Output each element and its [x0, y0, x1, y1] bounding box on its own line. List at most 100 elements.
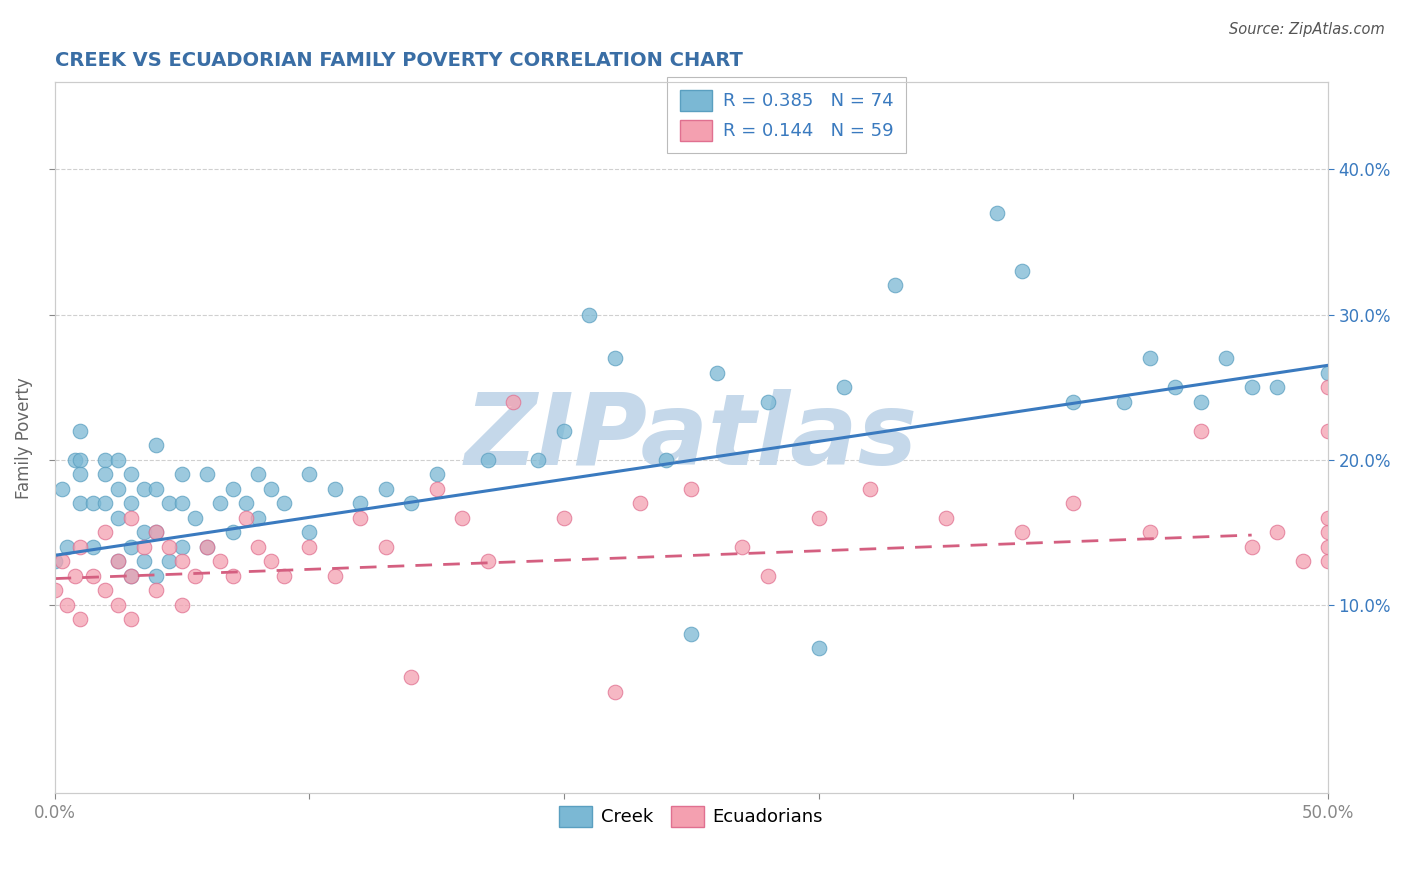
Point	[94, 452, 117, 467]
Point	[120, 612, 142, 626]
Point	[298, 540, 321, 554]
Point	[247, 540, 270, 554]
Point	[195, 540, 218, 554]
Point	[832, 380, 855, 394]
Point	[157, 496, 180, 510]
Point	[51, 482, 73, 496]
Point	[807, 510, 830, 524]
Point	[209, 554, 232, 568]
Point	[1317, 554, 1340, 568]
Point	[1317, 525, 1340, 540]
Point	[69, 540, 91, 554]
Point	[628, 496, 651, 510]
Point	[209, 496, 232, 510]
Point	[157, 540, 180, 554]
Point	[94, 467, 117, 482]
Point	[1189, 394, 1212, 409]
Point	[247, 510, 270, 524]
Point	[399, 670, 422, 684]
Point	[132, 554, 155, 568]
Point	[1114, 394, 1136, 409]
Point	[527, 452, 550, 467]
Point	[56, 540, 79, 554]
Point	[82, 540, 104, 554]
Point	[63, 452, 86, 467]
Point	[731, 540, 754, 554]
Point	[120, 568, 142, 582]
Point	[222, 568, 245, 582]
Text: Source: ZipAtlas.com: Source: ZipAtlas.com	[1229, 22, 1385, 37]
Point	[1265, 380, 1288, 394]
Point	[756, 394, 779, 409]
Point	[298, 467, 321, 482]
Point	[553, 510, 575, 524]
Point	[1062, 394, 1084, 409]
Point	[603, 351, 626, 365]
Point	[477, 554, 499, 568]
Point	[1062, 496, 1084, 510]
Point	[120, 540, 142, 554]
Point	[807, 641, 830, 656]
Point	[374, 482, 396, 496]
Point	[69, 424, 91, 438]
Point	[132, 525, 155, 540]
Point	[235, 510, 257, 524]
Point	[107, 598, 129, 612]
Point	[273, 568, 295, 582]
Point	[1011, 264, 1033, 278]
Point	[145, 583, 167, 598]
Point	[1317, 366, 1340, 380]
Point	[681, 482, 703, 496]
Point	[170, 540, 193, 554]
Point	[69, 496, 91, 510]
Legend: Creek, Ecuadorians: Creek, Ecuadorians	[553, 799, 831, 834]
Point	[69, 612, 91, 626]
Point	[1215, 351, 1237, 365]
Y-axis label: Family Poverty: Family Poverty	[15, 377, 32, 499]
Point	[183, 568, 205, 582]
Point	[107, 554, 129, 568]
Point	[1164, 380, 1187, 394]
Text: CREEK VS ECUADORIAN FAMILY POVERTY CORRELATION CHART: CREEK VS ECUADORIAN FAMILY POVERTY CORRE…	[55, 51, 742, 70]
Point	[553, 424, 575, 438]
Point	[120, 568, 142, 582]
Point	[145, 568, 167, 582]
Point	[107, 482, 129, 496]
Point	[858, 482, 880, 496]
Point	[298, 525, 321, 540]
Point	[502, 394, 524, 409]
Point	[120, 467, 142, 482]
Point	[222, 482, 245, 496]
Point	[681, 626, 703, 640]
Point	[94, 583, 117, 598]
Point	[349, 496, 371, 510]
Point	[323, 482, 346, 496]
Point	[145, 438, 167, 452]
Point	[107, 510, 129, 524]
Point	[63, 568, 86, 582]
Point	[82, 568, 104, 582]
Point	[170, 467, 193, 482]
Point	[107, 452, 129, 467]
Point	[170, 496, 193, 510]
Point	[145, 525, 167, 540]
Point	[132, 482, 155, 496]
Point	[1139, 525, 1161, 540]
Point	[399, 496, 422, 510]
Point	[374, 540, 396, 554]
Point	[477, 452, 499, 467]
Point	[426, 467, 449, 482]
Point	[51, 554, 73, 568]
Point	[120, 510, 142, 524]
Point	[44, 554, 66, 568]
Text: ZIPatlas: ZIPatlas	[465, 389, 918, 486]
Point	[94, 525, 117, 540]
Point	[1317, 380, 1340, 394]
Point	[94, 496, 117, 510]
Point	[273, 496, 295, 510]
Point	[247, 467, 270, 482]
Point	[1317, 510, 1340, 524]
Point	[1240, 380, 1263, 394]
Point	[655, 452, 678, 467]
Point	[183, 510, 205, 524]
